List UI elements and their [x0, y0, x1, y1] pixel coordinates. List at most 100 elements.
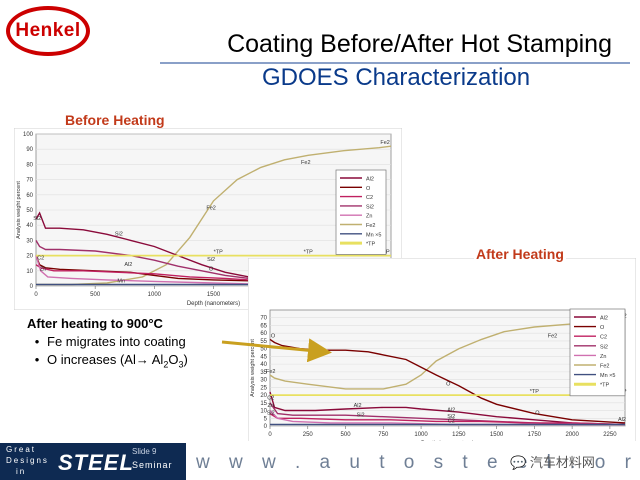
- watermark: 💬 汽车材料网: [510, 452, 595, 471]
- y-tick-label: 30: [26, 238, 33, 244]
- y-tick-label: 70: [260, 316, 267, 322]
- x-tick-label: 0: [268, 432, 272, 438]
- summary-bullet-text: Fe migrates into coating: [47, 334, 186, 349]
- annotation-label: Al2: [618, 417, 626, 423]
- y-tick-label: 45: [260, 354, 267, 360]
- annotation-label: Mn: [117, 278, 125, 284]
- annotation-label: Al2: [447, 408, 455, 414]
- x-tick-label: 1750: [528, 432, 542, 438]
- annotation-label: Fe2: [266, 369, 275, 375]
- henkel-logo: Henkel: [6, 6, 90, 56]
- legend-label: Fe2: [366, 223, 375, 229]
- x-tick-label: 1000: [414, 432, 428, 438]
- y-tick-label: 90: [26, 147, 33, 153]
- plot-area: [269, 309, 626, 427]
- footer-url: w w w . a u t o s t e e l . o r g: [196, 452, 640, 473]
- annotation-label: C2: [267, 395, 274, 401]
- legend-label: Zn: [600, 354, 606, 360]
- watermark-text: 汽车材料网: [529, 455, 595, 470]
- y-tick-label: 60: [26, 193, 33, 199]
- y-tick-label: 0: [30, 284, 34, 290]
- y-tick-label: 65: [260, 323, 267, 329]
- y-tick-label: 20: [26, 254, 33, 260]
- legend-label: Al2: [366, 177, 374, 183]
- series-line-fe2: [36, 145, 392, 286]
- x-tick-label: 1500: [207, 292, 221, 298]
- legend: Al2 O C2 Si2 Zn Fe2 Mn ×5 *TP: [335, 169, 387, 255]
- y-tick-label: 50: [260, 347, 267, 353]
- series-line-fe2: [269, 318, 626, 390]
- annotation-label: Fe2: [301, 160, 310, 166]
- legend-label: Mn ×5: [600, 373, 615, 379]
- x-tick-label: 750: [378, 432, 389, 438]
- brand-steel: STEEL: [58, 450, 134, 475]
- title-divider: [160, 62, 630, 64]
- annotation-label: C2: [448, 418, 455, 424]
- y-tick-label: 15: [260, 401, 267, 407]
- y-tick-label: 10: [26, 269, 33, 275]
- summary-bullet: • Fe migrates into coating: [27, 333, 257, 351]
- x-tick-label: 1500: [490, 432, 504, 438]
- annotation-label: Si2: [33, 216, 41, 222]
- after-heating-title: After Heating: [474, 246, 566, 262]
- summary-bullet: • O increases (Al→ Al2O3): [27, 351, 257, 374]
- annotation-label: Si2: [115, 231, 123, 237]
- legend-label: Mn ×5: [366, 232, 381, 238]
- annotation-label: Si2: [357, 412, 365, 418]
- series-line-al2: [269, 391, 626, 426]
- y-tick-label: 40: [26, 223, 33, 229]
- legend-label: O: [366, 186, 371, 192]
- annotation-label: Al2: [354, 403, 362, 409]
- bullet-icon: •: [34, 334, 40, 349]
- annotation-label: Zn: [268, 403, 274, 409]
- slide-number: Slide 9: [132, 447, 157, 456]
- x-tick-label: 1250: [452, 432, 466, 438]
- series-line-c2: [269, 413, 626, 426]
- x-tick-label: 500: [90, 292, 101, 298]
- y-tick-label: 80: [26, 162, 33, 168]
- annotation-label: Al2: [124, 262, 132, 268]
- annotation-label: Si2: [447, 414, 455, 420]
- legend-label: *TP: [600, 383, 610, 389]
- brand-line-1: Great: [6, 445, 37, 454]
- annotation-label: *TP: [304, 250, 314, 256]
- page-title: Coating Before/After Hot Stamping: [227, 30, 612, 58]
- annotation-label: Si2: [267, 411, 275, 417]
- legend-label: Al2: [600, 316, 608, 322]
- legend-box: [335, 169, 387, 255]
- legend-label: Si2: [600, 344, 608, 350]
- legend-label: C2: [366, 195, 373, 201]
- annotation-label: Si2: [207, 257, 215, 263]
- legend-label: *TP: [366, 242, 376, 248]
- legend: Al2 O C2 Si2 Zn Fe2 Mn ×5 *TP: [569, 308, 626, 397]
- annotation-label: Zn: [40, 266, 46, 272]
- annotation-label: Fe2: [548, 333, 557, 339]
- annotation-label: *TP: [530, 389, 540, 395]
- y-axis-label: Analysis weight percent: [16, 181, 22, 239]
- annotation-label: Fe2: [380, 140, 389, 146]
- legend-label: Zn: [366, 214, 372, 220]
- x-tick-label: 250: [303, 432, 314, 438]
- legend-label: O: [600, 325, 605, 331]
- y-tick-label: 40: [260, 362, 267, 368]
- annotation-label: O: [535, 411, 540, 417]
- legend-label: Si2: [366, 204, 374, 210]
- legend-label: C2: [600, 335, 607, 341]
- x-tick-label: 500: [341, 432, 352, 438]
- y-tick-label: 60: [260, 331, 267, 337]
- annotation-label: *TP: [214, 250, 224, 256]
- legend-box: [569, 308, 626, 397]
- brand-seminar: Seminar: [132, 460, 173, 470]
- brand-line-2: Designs: [6, 456, 49, 465]
- before-heating-title: Before Heating: [65, 112, 165, 128]
- footer-brand: Great Designs in STEEL Slide 9 Seminar: [0, 443, 186, 480]
- chat-icon: 💬: [510, 455, 527, 470]
- y-tick-label: 55: [260, 339, 267, 345]
- y-tick-label: 20: [260, 393, 267, 399]
- annotation-label: Fe2: [206, 206, 215, 212]
- y-tick-label: 25: [260, 385, 267, 391]
- bullet-icon: •: [34, 352, 40, 367]
- x-tick-label: 2000: [565, 432, 579, 438]
- summary-heading: After heating to 900°C: [27, 316, 163, 331]
